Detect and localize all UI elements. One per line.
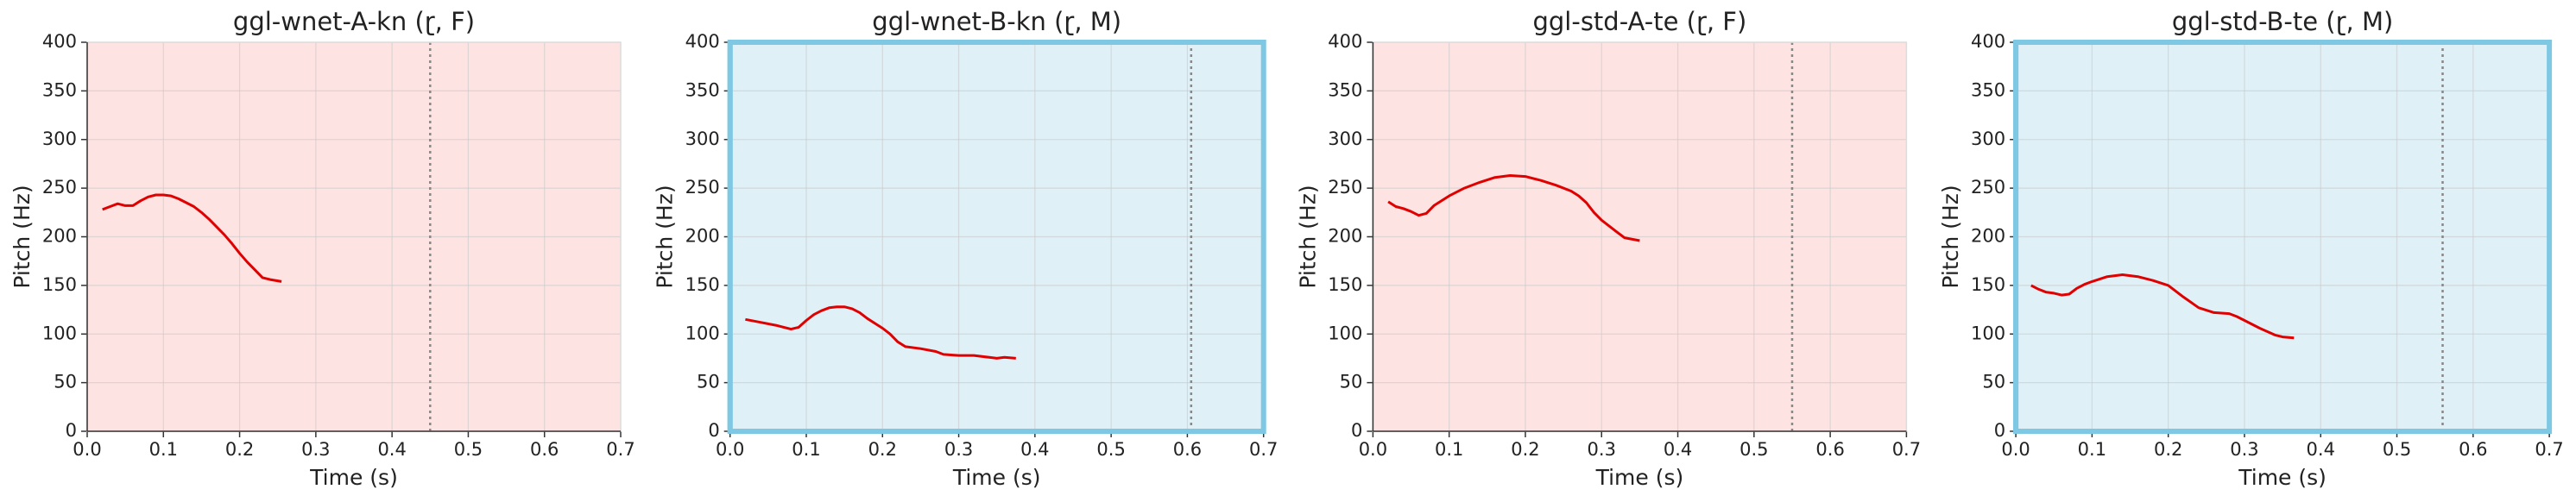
- x-tick-label: 0.0: [716, 439, 744, 460]
- y-axis-label: Pitch (Hz): [1938, 185, 1963, 288]
- x-tick-label: 0.1: [1435, 439, 1463, 460]
- x-tick-label: 0.7: [1249, 439, 1278, 460]
- y-tick-label: 0: [1994, 420, 2005, 441]
- x-tick-label: 0.6: [1815, 439, 1844, 460]
- y-tick-label: 250: [685, 177, 720, 198]
- y-tick-label: 350: [1328, 79, 1362, 100]
- x-tick-label: 0.3: [301, 439, 330, 460]
- x-tick-label: 0.3: [944, 439, 973, 460]
- x-tick-label: 0.1: [2078, 439, 2106, 460]
- y-tick-label: 200: [685, 226, 720, 247]
- x-tick-label: 0.6: [1173, 439, 1202, 460]
- pitch-line: [745, 305, 1016, 360]
- pitch-line: [2030, 273, 2295, 340]
- y-tick-label: 150: [1971, 274, 2005, 295]
- y-tick-label: 350: [1971, 79, 2005, 100]
- x-tick-label: 0.6: [2459, 439, 2487, 460]
- x-tick-label: 0.5: [1739, 439, 1768, 460]
- x-tick-label: 0.3: [2230, 439, 2258, 460]
- y-tick-label: 300: [1328, 129, 1362, 149]
- x-tick-label: 0.5: [1096, 439, 1125, 460]
- y-tick-label: 400: [42, 31, 77, 52]
- x-tick-label: 0.1: [149, 439, 178, 460]
- y-tick-label: 0: [66, 420, 77, 441]
- x-tick-label: 0.2: [225, 439, 254, 460]
- y-tick-label: 50: [1340, 372, 1363, 392]
- chart-title: ggl-std-B-te (ɽ, M): [2172, 7, 2393, 36]
- x-tick-label: 0.4: [1664, 439, 1692, 460]
- x-tick-label: 0.2: [868, 439, 897, 460]
- pitch-line: [1387, 174, 1640, 242]
- y-tick-label: 250: [1328, 177, 1362, 198]
- x-axis-label: Time (s): [2238, 465, 2327, 490]
- y-tick-label: 300: [1971, 129, 2005, 149]
- chart-title: ggl-std-A-te (ɽ, F): [1532, 7, 1746, 36]
- x-tick-label: 0.7: [2535, 439, 2563, 460]
- y-tick-label: 250: [1971, 177, 2005, 198]
- y-axis-label: Pitch (Hz): [9, 185, 35, 288]
- x-tick-label: 0.0: [73, 439, 101, 460]
- y-axis-label: Pitch (Hz): [1295, 185, 1320, 288]
- y-tick-label: 350: [42, 79, 77, 100]
- y-tick-label: 50: [1982, 372, 2005, 392]
- x-tick-label: 0.4: [2307, 439, 2335, 460]
- y-tick-label: 250: [42, 177, 77, 198]
- chart-title: ggl-wnet-B-kn (ɽ, M): [872, 7, 1121, 36]
- x-tick-label: 0.4: [1020, 439, 1049, 460]
- y-tick-label: 150: [42, 274, 77, 295]
- x-tick-label: 0.2: [1511, 439, 1539, 460]
- x-axis-label: Time (s): [309, 465, 398, 490]
- pitch-line: [102, 193, 282, 283]
- y-tick-label: 50: [697, 372, 720, 392]
- x-tick-label: 0.6: [530, 439, 559, 460]
- y-tick-label: 100: [1971, 323, 2005, 343]
- x-tick-label: 0.7: [606, 439, 635, 460]
- x-tick-label: 0.0: [1359, 439, 1387, 460]
- y-tick-label: 200: [1971, 226, 2005, 247]
- y-tick-label: 0: [1351, 420, 1362, 441]
- y-tick-label: 200: [42, 226, 77, 247]
- y-tick-label: 0: [708, 420, 719, 441]
- chart-title: ggl-wnet-A-kn (ɽ, F): [233, 7, 475, 36]
- x-axis-label: Time (s): [1595, 465, 1684, 490]
- y-tick-label: 150: [685, 274, 720, 295]
- x-tick-label: 0.5: [454, 439, 483, 460]
- y-tick-label: 100: [685, 323, 720, 343]
- y-tick-label: 300: [685, 129, 720, 149]
- x-tick-label: 0.4: [377, 439, 406, 460]
- y-tick-label: 400: [685, 31, 720, 52]
- x-tick-label: 0.2: [2154, 439, 2182, 460]
- y-tick-label: 100: [42, 323, 77, 343]
- y-tick-label: 200: [1328, 226, 1362, 247]
- y-tick-label: 400: [1328, 31, 1362, 52]
- x-tick-label: 0.0: [2001, 439, 2030, 460]
- x-tick-label: 0.7: [1892, 439, 1921, 460]
- y-tick-label: 150: [1328, 274, 1362, 295]
- x-tick-label: 0.1: [792, 439, 820, 460]
- y-tick-label: 100: [1328, 323, 1362, 343]
- x-axis-label: Time (s): [952, 465, 1041, 490]
- x-tick-label: 0.5: [2383, 439, 2411, 460]
- y-tick-label: 300: [42, 129, 77, 149]
- y-tick-label: 350: [685, 79, 720, 100]
- y-axis-label: Pitch (Hz): [653, 185, 678, 288]
- x-tick-label: 0.3: [1588, 439, 1616, 460]
- y-tick-label: 400: [1971, 31, 2005, 52]
- y-tick-label: 50: [54, 372, 77, 392]
